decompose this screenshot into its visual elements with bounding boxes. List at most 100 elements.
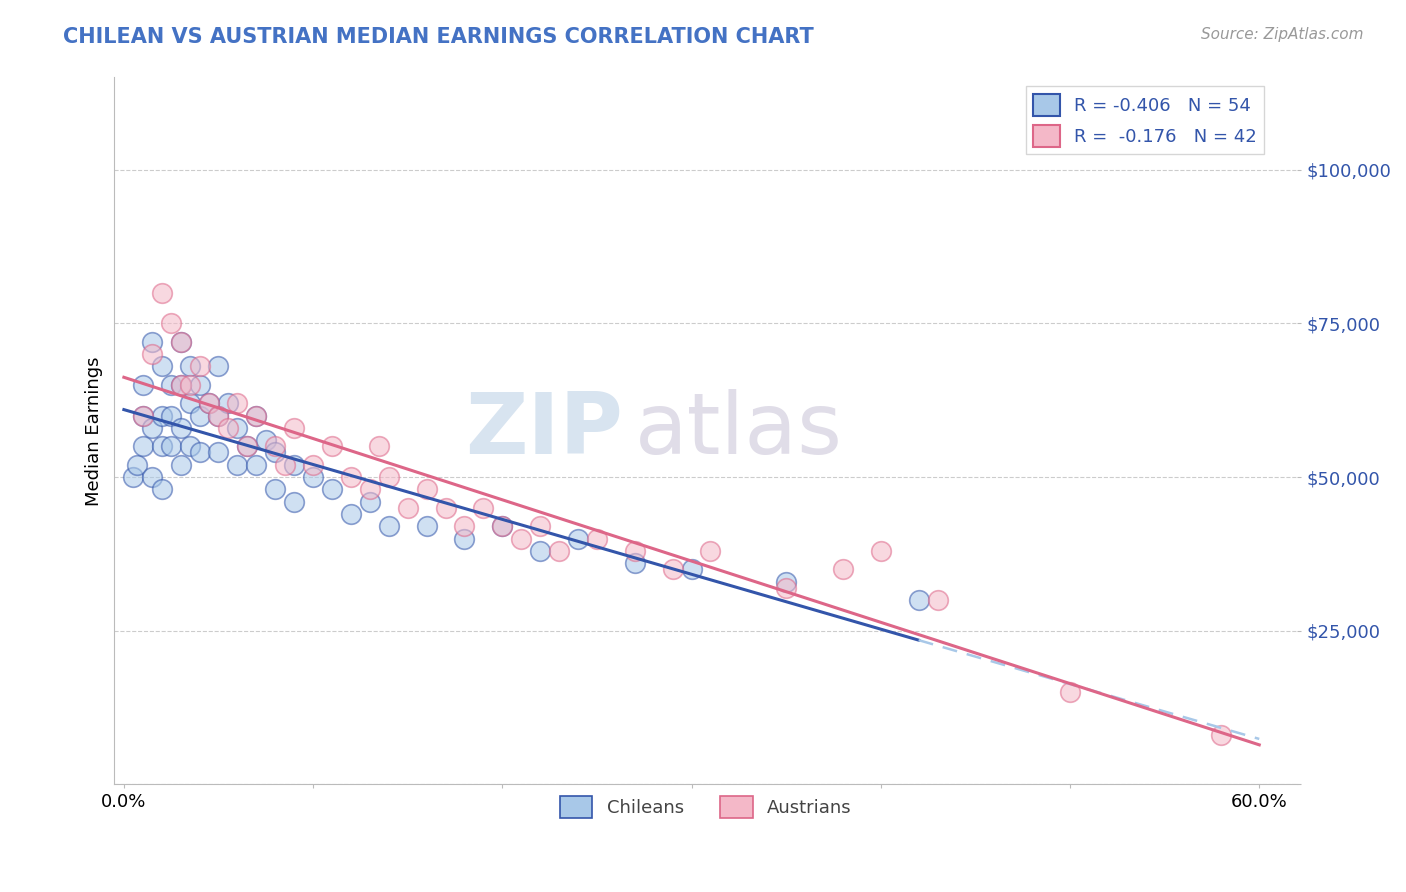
Point: [132, 409, 155, 423]
Point: [699, 544, 721, 558]
Point: [453, 532, 475, 546]
Point: [321, 439, 343, 453]
Point: [179, 396, 201, 410]
Point: [207, 409, 229, 423]
Point: [217, 396, 239, 410]
Point: [378, 470, 401, 484]
Point: [340, 470, 363, 484]
Point: [359, 494, 381, 508]
Point: [302, 458, 325, 472]
Point: [150, 439, 173, 453]
Point: [179, 359, 201, 374]
Point: [132, 377, 155, 392]
Point: [150, 483, 173, 497]
Point: [491, 519, 513, 533]
Point: [340, 507, 363, 521]
Point: [510, 532, 533, 546]
Point: [302, 470, 325, 484]
Point: [179, 377, 201, 392]
Point: [236, 439, 259, 453]
Point: [623, 544, 645, 558]
Text: ZIP: ZIP: [465, 390, 623, 473]
Point: [132, 439, 155, 453]
Point: [141, 421, 163, 435]
Point: [198, 396, 221, 410]
Point: [681, 562, 703, 576]
Point: [1059, 685, 1081, 699]
Point: [283, 494, 305, 508]
Point: [434, 500, 457, 515]
Point: [169, 377, 191, 392]
Point: [198, 396, 221, 410]
Point: [207, 409, 229, 423]
Point: [264, 445, 287, 459]
Point: [226, 421, 249, 435]
Point: [169, 334, 191, 349]
Point: [217, 421, 239, 435]
Point: [141, 334, 163, 349]
Point: [274, 458, 297, 472]
Point: [160, 439, 183, 453]
Point: [127, 458, 149, 472]
Point: [927, 593, 949, 607]
Point: [226, 396, 249, 410]
Point: [775, 581, 797, 595]
Point: [141, 470, 163, 484]
Point: [188, 359, 211, 374]
Point: [321, 483, 343, 497]
Point: [188, 409, 211, 423]
Y-axis label: Median Earnings: Median Earnings: [86, 356, 103, 506]
Point: [264, 439, 287, 453]
Point: [254, 433, 277, 447]
Point: [160, 409, 183, 423]
Legend: Chileans, Austrians: Chileans, Austrians: [553, 789, 859, 825]
Text: CHILEAN VS AUSTRIAN MEDIAN EARNINGS CORRELATION CHART: CHILEAN VS AUSTRIAN MEDIAN EARNINGS CORR…: [63, 27, 814, 46]
Point: [359, 483, 381, 497]
Point: [141, 347, 163, 361]
Point: [132, 409, 155, 423]
Point: [623, 556, 645, 570]
Point: [207, 445, 229, 459]
Point: [775, 574, 797, 589]
Point: [169, 377, 191, 392]
Point: [226, 458, 249, 472]
Text: atlas: atlas: [634, 390, 842, 473]
Point: [160, 377, 183, 392]
Point: [378, 519, 401, 533]
Point: [529, 544, 551, 558]
Point: [529, 519, 551, 533]
Point: [150, 285, 173, 300]
Point: [245, 458, 267, 472]
Point: [453, 519, 475, 533]
Point: [264, 483, 287, 497]
Point: [236, 439, 259, 453]
Point: [415, 483, 437, 497]
Point: [907, 593, 929, 607]
Point: [832, 562, 855, 576]
Point: [169, 334, 191, 349]
Point: [169, 421, 191, 435]
Text: Source: ZipAtlas.com: Source: ZipAtlas.com: [1201, 27, 1364, 42]
Point: [245, 409, 267, 423]
Point: [368, 439, 391, 453]
Point: [207, 359, 229, 374]
Point: [150, 409, 173, 423]
Point: [1211, 728, 1233, 742]
Point: [283, 458, 305, 472]
Point: [396, 500, 419, 515]
Point: [122, 470, 145, 484]
Point: [169, 458, 191, 472]
Point: [567, 532, 589, 546]
Point: [661, 562, 683, 576]
Point: [548, 544, 571, 558]
Point: [283, 421, 305, 435]
Point: [150, 359, 173, 374]
Point: [472, 500, 495, 515]
Point: [586, 532, 609, 546]
Point: [491, 519, 513, 533]
Point: [188, 445, 211, 459]
Point: [415, 519, 437, 533]
Point: [245, 409, 267, 423]
Point: [160, 316, 183, 330]
Point: [179, 439, 201, 453]
